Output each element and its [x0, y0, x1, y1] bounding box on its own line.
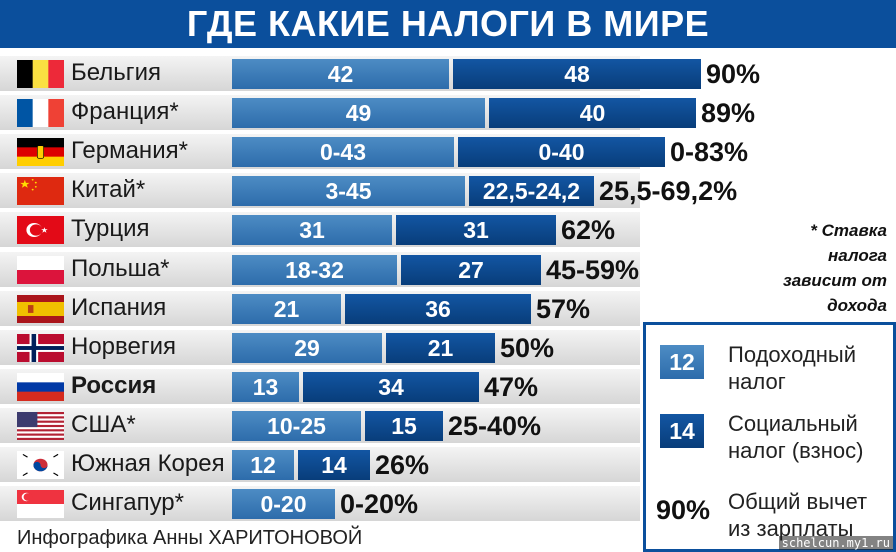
income-tax-bar: 12	[232, 450, 294, 480]
legend-total-label: Общий вычет из зарплаты	[728, 489, 868, 541]
income-tax-bar: 0-43	[232, 137, 454, 168]
chart-title: ГДЕ КАКИЕ НАЛОГИ В МИРЕ	[186, 3, 710, 44]
social-tax-bar: 21	[386, 332, 495, 363]
total-deduction-label: 47%	[484, 371, 539, 402]
chart-row: Польша* 18-32 27 45-59%	[0, 251, 896, 289]
country-label: Китай*	[71, 176, 146, 204]
legend-total-sample: 90%	[656, 495, 711, 525]
country-label: Испания	[71, 293, 167, 321]
south-korea-flag	[17, 451, 64, 479]
singapore-flag	[17, 490, 64, 519]
legend-social-label: Социальный налог (взнос)	[728, 411, 864, 463]
country-label: США*	[71, 410, 136, 438]
social-tax-bar: 27	[401, 254, 541, 285]
credit-line: Инфографика Анны ХАРИТОНОВОЙ	[17, 527, 363, 549]
footnote: * Ставка налога зависит от дохода	[783, 221, 887, 315]
social-tax-bar: 40	[489, 98, 696, 129]
total-deduction-label: 62%	[561, 215, 616, 246]
country-label: Норвегия	[71, 332, 177, 360]
chart-row: Россия 13 34 47%	[0, 368, 896, 406]
bar-rows: Бельгия 42 48 90% Франция* 49 40 89% Германия* 0-…	[0, 55, 896, 525]
social-tax-bar: 34	[303, 371, 479, 402]
chart-row: Германия* 0-43 0-40 0-83%	[0, 133, 896, 171]
country-label: Турция	[71, 215, 150, 243]
total-deduction-label: 45-59%	[546, 254, 640, 285]
legend-income-swatch: 12	[660, 345, 704, 379]
total-deduction-label: 57%	[536, 293, 591, 324]
total-deduction-label: 50%	[500, 332, 555, 363]
chart-row: Франция* 49 40 89%	[0, 94, 896, 132]
social-tax-bar: 36	[345, 293, 531, 324]
income-tax-bar: 31	[232, 215, 392, 246]
chart-row: Норвегия 29 21 50%	[0, 329, 896, 367]
income-tax-bar: 0-20	[232, 489, 335, 520]
germany-flag	[17, 138, 64, 167]
chart-row: Турция 31 31 62%	[0, 211, 896, 249]
chart-row: Бельгия 42 48 90%	[0, 55, 896, 93]
chart-row: США* 10-25 15 25-40%	[0, 407, 896, 445]
watermark: schelcun.my1.ru	[778, 536, 893, 550]
income-tax-bar: 29	[232, 332, 382, 363]
total-deduction-label: 25-40%	[448, 410, 542, 441]
poland-flag	[17, 255, 64, 284]
social-tax-bar: 15	[365, 410, 443, 441]
russia-flag	[17, 372, 64, 401]
chart-row: Южная Корея 12 14 26%	[0, 446, 896, 484]
turkey-flag	[17, 216, 64, 245]
usa-flag	[17, 411, 64, 440]
income-tax-bar: 18-32	[232, 254, 397, 285]
france-flag	[17, 99, 64, 128]
country-label: Южная Корея	[71, 450, 225, 477]
chart-row: Испания 21 36 57%	[0, 290, 896, 328]
total-deduction-label: 25,5-69,2%	[599, 176, 738, 207]
country-label: Бельгия	[71, 59, 161, 86]
social-tax-bar: 22,5-24,2	[469, 176, 594, 207]
total-deduction-label: 26%	[375, 450, 430, 480]
chart-row: Китай* 3-45 22,5-24,2 25,5-69,2%	[0, 172, 896, 210]
country-label: Сингапур*	[71, 489, 184, 517]
total-deduction-label: 0-83%	[670, 137, 749, 168]
country-label: Франция*	[71, 98, 179, 126]
spain-flag	[17, 294, 64, 323]
legend: 12 Подоходный налог 14 Социальный налог …	[643, 322, 896, 552]
norway-flag	[17, 333, 64, 362]
total-deduction-label: 90%	[706, 59, 761, 89]
title-bar	[0, 0, 896, 48]
legend-social-swatch: 14	[660, 414, 704, 448]
total-deduction-label: 89%	[701, 98, 756, 129]
belgium-flag	[17, 60, 64, 88]
income-tax-bar: 49	[232, 98, 485, 129]
total-deduction-label: 0-20%	[340, 489, 419, 520]
country-label: Россия	[71, 371, 157, 399]
social-tax-bar: 0-40	[458, 137, 665, 168]
income-tax-bar: 42	[232, 59, 449, 89]
legend-income-label: Подоходный налог	[728, 342, 856, 394]
income-tax-bar: 21	[232, 293, 341, 324]
chart-row: Сингапур* 0-20 0-20%	[0, 485, 896, 523]
income-tax-bar: 13	[232, 371, 299, 402]
income-tax-bar: 10-25	[232, 410, 361, 441]
country-label: Германия*	[71, 137, 188, 165]
china-flag	[17, 177, 64, 206]
social-tax-bar: 31	[396, 215, 556, 246]
social-tax-bar: 14	[298, 450, 370, 480]
social-tax-bar: 48	[453, 59, 701, 89]
income-tax-bar: 3-45	[232, 176, 465, 207]
country-label: Польша*	[71, 254, 170, 282]
